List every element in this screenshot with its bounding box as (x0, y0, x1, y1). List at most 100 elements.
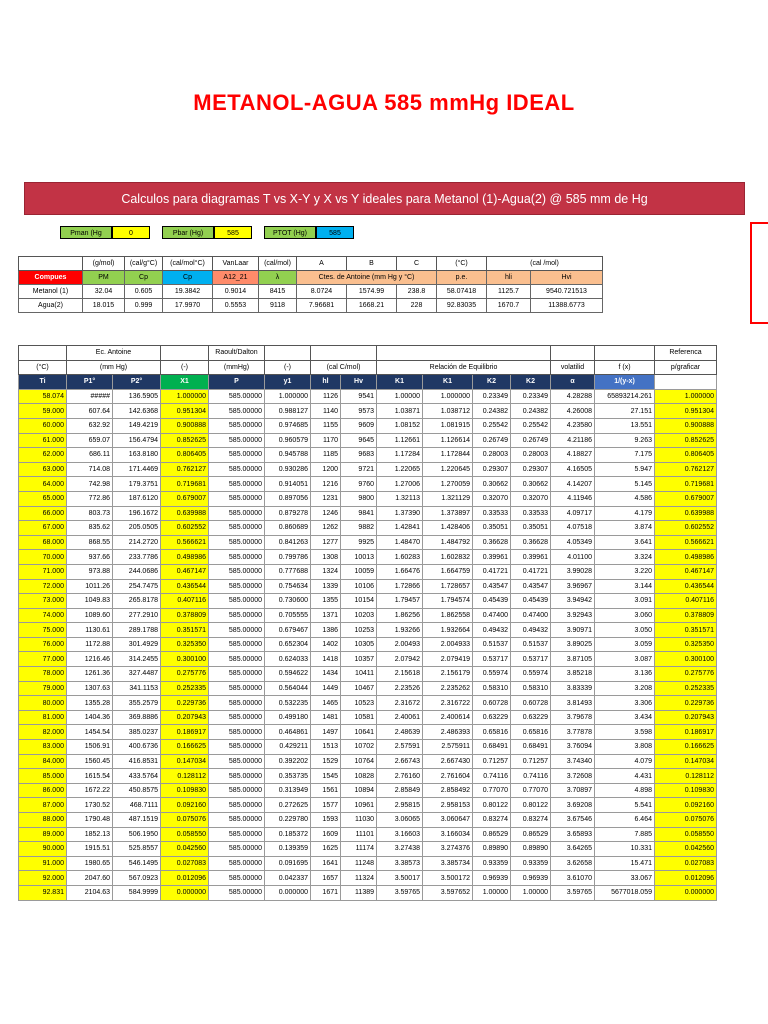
table-cell: 4.179 (594, 505, 655, 522)
table-cell: 1126 (310, 388, 341, 405)
unit-header: (cal/mol) (258, 256, 297, 271)
table-cell: 9721 (340, 461, 377, 478)
table-cell: 585.00000 (208, 782, 265, 799)
table-cell: 3.136 (594, 666, 655, 682)
table-cell: 10154 (340, 593, 377, 609)
table-cell: 0.128112 (654, 768, 717, 784)
table-cell: 85.000 (18, 768, 67, 784)
table-cell: 9573 (340, 403, 377, 419)
table-cell: 179.3751 (112, 476, 161, 492)
table-cell: 0.252335 (160, 680, 209, 697)
table-cell: 1170 (310, 432, 341, 449)
table-cell: 686.11 (66, 447, 113, 463)
table-cell: 1.000000 (264, 388, 311, 405)
table-cell: 585.00000 (208, 432, 265, 449)
table-cell: 214.2720 (112, 534, 161, 551)
table-cell: 86.000 (18, 782, 67, 799)
table-cell: 585.00000 (208, 505, 265, 522)
table-cell: 327.4487 (112, 666, 161, 682)
table-cell: 585.00000 (208, 417, 265, 434)
table-cell: 9645 (340, 432, 377, 449)
table-cell: 156.4794 (112, 432, 161, 449)
table-cell: 0.32070 (510, 490, 551, 507)
table-cell: 9882 (340, 520, 377, 536)
table-cell: 1185 (310, 447, 341, 463)
table-cell: 525.8557 (112, 841, 161, 857)
table-cell: 0.092160 (160, 797, 209, 813)
table-cell: 2.235262 (422, 680, 473, 697)
table-cell: 0.879278 (264, 505, 311, 522)
table-cell: 2.156179 (422, 666, 473, 682)
table-cell: 0.679007 (160, 490, 209, 507)
table-cell: 196.1672 (112, 505, 161, 522)
column-header: hli (486, 270, 531, 285)
table-cell: 1.484792 (422, 534, 473, 551)
table-cell: 0.49432 (472, 622, 511, 638)
table-cell: 9760 (340, 476, 377, 492)
table-cell: 0.754634 (264, 578, 311, 595)
table-cell: 0.705555 (264, 607, 311, 624)
table-cell: 19.3842 (162, 284, 213, 299)
table-cell: 1262 (310, 520, 341, 536)
table-cell: 0.186917 (654, 724, 717, 741)
table-cell: 0.207943 (654, 709, 717, 726)
table-cell: 585.00000 (208, 680, 265, 697)
table-cell: 10305 (340, 636, 377, 653)
table-cell: 0.272625 (264, 797, 311, 813)
table-cell: 1.12661 (376, 432, 423, 449)
table-cell: 584.9999 (112, 884, 161, 901)
table-cell: 868.55 (66, 534, 113, 551)
table-cell: 6.464 (594, 812, 655, 828)
table-cell: 1434 (310, 666, 341, 682)
table-cell: 10764 (340, 753, 377, 770)
table-cell: 0.436544 (160, 578, 209, 595)
table-cell: 0.091695 (264, 855, 311, 872)
table-cell: 0.325350 (654, 636, 717, 653)
table-cell: 1.862558 (422, 607, 473, 624)
table-cell: 585.00000 (208, 826, 265, 843)
table-cell: 2.667430 (422, 753, 473, 770)
table-cell: 1.000000 (654, 388, 717, 405)
table-cell: 3.61070 (550, 870, 595, 886)
table-cell: 3.59765 (376, 884, 423, 901)
table-cell: 0.353735 (264, 768, 311, 784)
table-cell: 67.000 (18, 520, 67, 536)
table-cell: 9925 (340, 534, 377, 551)
equilibrium-table: Ec. Antoine Raoult/Dalton Referenca (°C) (mm… (18, 345, 717, 901)
table-cell: 714.08 (66, 461, 113, 478)
table-cell: 1.000000 (160, 388, 209, 405)
table-cell: 585.00000 (208, 578, 265, 595)
table-cell: 0.71257 (472, 753, 511, 770)
table-cell: 585.00000 (208, 797, 265, 813)
table-cell: 0.042560 (160, 841, 209, 857)
table-cell: 8.0724 (296, 284, 347, 299)
table-cell: 3.274376 (422, 841, 473, 857)
column-header: P1° (66, 374, 113, 390)
table-cell: 5.145 (594, 476, 655, 492)
table-cell: 11324 (340, 870, 377, 886)
table-cell: 0.53717 (510, 651, 551, 668)
table-cell: 0.45439 (472, 593, 511, 609)
table-cell: 0.392202 (264, 753, 311, 770)
table-cell: 3.144 (594, 578, 655, 595)
column-header: y1 (264, 374, 311, 390)
table-cell: 1449 (310, 680, 341, 697)
table-cell: 585.00000 (208, 841, 265, 857)
table-cell: 0.36628 (472, 534, 511, 551)
table-cell: 3.83339 (550, 680, 595, 697)
table-cell: 3.50017 (376, 870, 423, 886)
table-cell: 1790.48 (66, 812, 113, 828)
table-cell: 0.89890 (472, 841, 511, 857)
table-cell: 1.038712 (422, 403, 473, 419)
table-cell: 2.079419 (422, 651, 473, 668)
table-cell: 91.000 (18, 855, 67, 872)
table-cell: 0.26749 (472, 432, 511, 449)
table-cell: 1216.46 (66, 651, 113, 668)
table-cell: 64.000 (18, 476, 67, 492)
table-cell: 3.64265 (550, 841, 595, 857)
unit-header: (g/mol) (82, 256, 125, 271)
table-cell: 9118 (258, 298, 297, 313)
table-cell: 585.00000 (208, 870, 265, 886)
table-cell: 0.897056 (264, 490, 311, 507)
table-cell: 0.63229 (510, 709, 551, 726)
